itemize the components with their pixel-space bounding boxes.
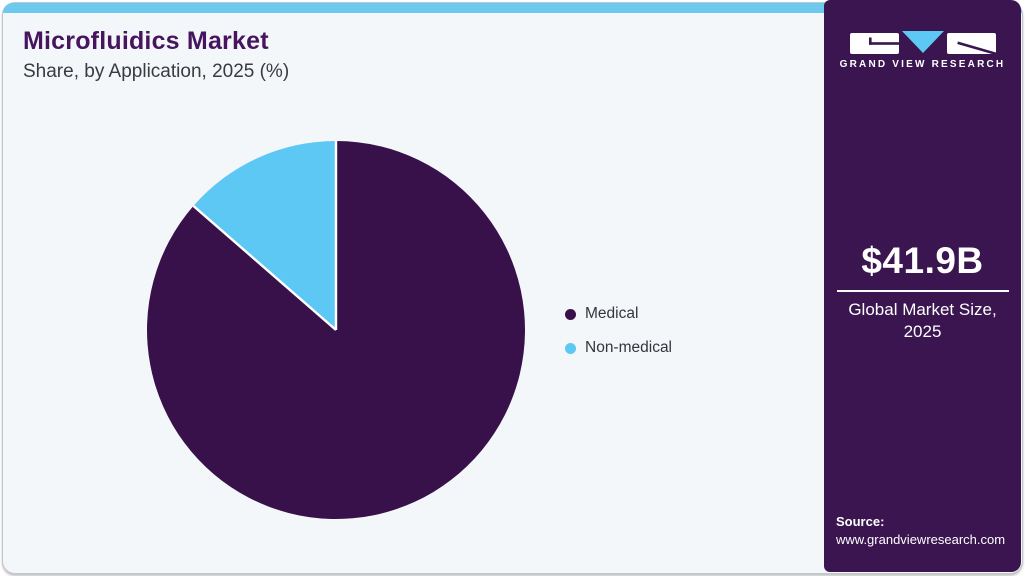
right-panel: GRAND VIEW RESEARCH $41.9B Global Market… <box>824 0 1021 572</box>
market-size-value: $41.9B <box>861 240 984 281</box>
pie-slice-separator <box>192 205 337 331</box>
divider-line <box>836 290 1009 292</box>
pie-slice-non-medical <box>193 141 336 330</box>
market-size-block: $41.9B Global Market Size, 2025 <box>824 240 1021 344</box>
legend-item-non-medical: Non-medical <box>565 338 672 358</box>
brand-block: GRAND VIEW RESEARCH <box>824 28 1021 70</box>
pie-chart-container <box>145 139 527 521</box>
brand-name: GRAND VIEW RESEARCH <box>839 59 1006 70</box>
chart-header: Microfluidics Market Share, by Applicati… <box>23 27 289 83</box>
market-size-label: Global Market Size, 2025 <box>848 300 997 342</box>
legend-item-medical: Medical <box>565 304 672 324</box>
gvr-logo-icon <box>849 31 996 54</box>
legend-swatch-non-medical <box>565 342 576 354</box>
pie-chart <box>147 141 526 519</box>
source-block: Source: www.grandviewresearch.com <box>836 514 1005 547</box>
source-label: Source: <box>836 514 885 529</box>
page-subtitle: Share, by Application, 2025 (%) <box>23 61 290 82</box>
page-title: Microfluidics Market <box>23 27 269 55</box>
legend-label-non-medical: Non-medical <box>585 339 673 356</box>
legend-swatch-medical <box>565 308 576 320</box>
legend-label-medical: Medical <box>585 305 639 322</box>
source-url: www.grandviewresearch.com <box>836 532 1006 547</box>
top-accent-bar <box>3 3 1022 13</box>
legend: Medical Non-medical <box>565 304 672 358</box>
